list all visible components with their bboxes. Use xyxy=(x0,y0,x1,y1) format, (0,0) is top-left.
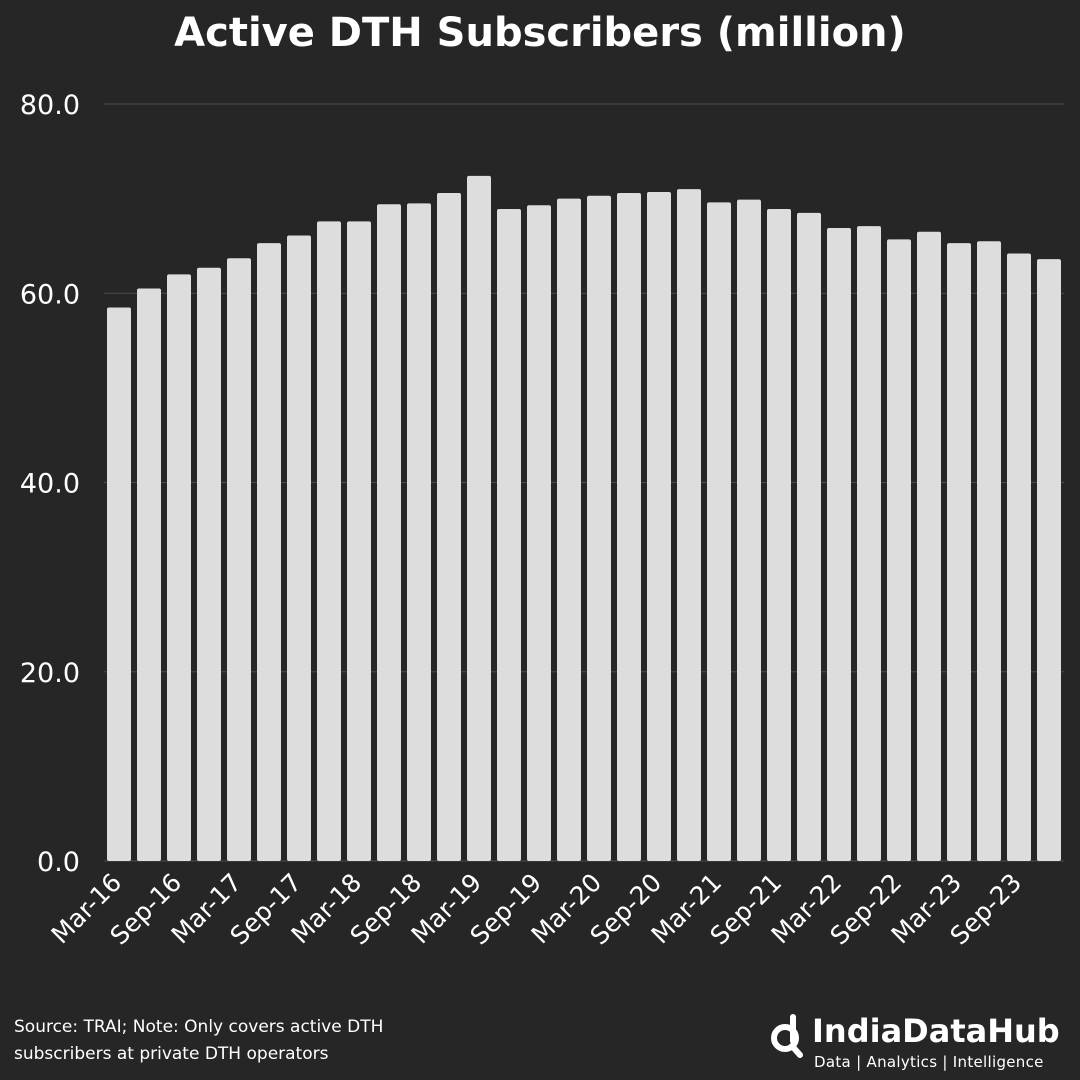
brand-tagline: Data | Analytics | Intelligence xyxy=(814,1053,1044,1071)
bar-jun-19 xyxy=(497,209,521,861)
bars xyxy=(107,175,1061,862)
bar-dec-21 xyxy=(797,212,821,862)
y-tick-label: 0.0 xyxy=(37,847,80,878)
brand-logo: IndiaDataHub Data | Analytics | Intellig… xyxy=(768,1008,1068,1074)
bar-sep-17 xyxy=(287,235,311,861)
brand-name: IndiaDataHub xyxy=(812,1012,1060,1050)
y-tick-label: 20.0 xyxy=(20,658,80,689)
bar-mar-18 xyxy=(347,221,371,861)
bar-jun-18 xyxy=(377,204,401,862)
bar-dec-23 xyxy=(1037,259,1061,861)
y-tick-label: 60.0 xyxy=(20,279,80,310)
bar-jun-21 xyxy=(737,199,761,862)
bar-mar-16 xyxy=(107,307,131,862)
bar-mar-22 xyxy=(827,227,851,862)
bar-dec-17 xyxy=(317,221,341,861)
bar-sep-22 xyxy=(887,239,911,862)
bar-dec-22 xyxy=(917,231,941,861)
bar-sep-21 xyxy=(767,209,791,861)
bar-mar-21 xyxy=(707,202,731,861)
bar-jun-17 xyxy=(257,243,281,861)
bar-sep-18 xyxy=(407,203,431,861)
bar-mar-23 xyxy=(947,243,971,861)
bar-jun-20 xyxy=(617,192,641,861)
bar-dec-18 xyxy=(437,192,461,861)
magnifier-d-logo-icon xyxy=(771,1014,803,1058)
bar-mar-17 xyxy=(227,258,251,861)
bar-chart: 0.0 20.0 40.0 60.0 80.0 Mar-16Sep-16Mar-17Se… xyxy=(20,90,1064,951)
bar-mar-20 xyxy=(587,195,611,861)
bar-mar-19 xyxy=(467,175,491,862)
bar-jun-22 xyxy=(857,226,881,861)
y-axis-ticks: 0.0 20.0 40.0 60.0 80.0 xyxy=(20,90,80,878)
bar-sep-20 xyxy=(647,192,671,862)
bar-jun-23 xyxy=(977,241,1001,862)
chart-title: Active DTH Subscribers (million) xyxy=(174,10,906,56)
bar-dec-20 xyxy=(677,189,701,862)
source-note: Source: TRAI; Note: Only covers active D… xyxy=(14,1014,494,1068)
y-tick-label: 80.0 xyxy=(20,90,80,121)
bar-dec-16 xyxy=(197,267,221,861)
bar-dec-19 xyxy=(557,198,581,861)
bar-sep-16 xyxy=(167,274,191,861)
bar-sep-19 xyxy=(527,205,551,861)
y-tick-label: 40.0 xyxy=(20,469,80,500)
x-axis-ticks: Mar-16Sep-16Mar-17Sep-17Mar-18Sep-18Mar-… xyxy=(46,868,1028,951)
bar-jun-16 xyxy=(137,288,161,861)
bar-sep-23 xyxy=(1007,253,1031,861)
source-note-line-2: subscribers at private DTH operators xyxy=(14,1044,329,1064)
source-note-line-1: Source: TRAI; Note: Only covers active D… xyxy=(14,1017,384,1037)
